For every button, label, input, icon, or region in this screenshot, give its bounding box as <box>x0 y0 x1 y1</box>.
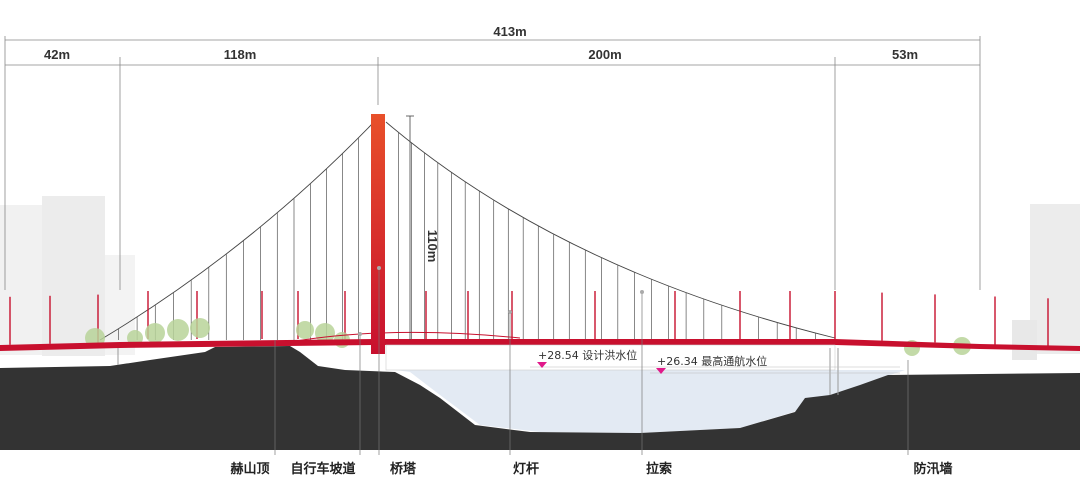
water-level-navigation: +26.34 最高通航水位 <box>650 354 900 374</box>
callout-bike-ramp: 自行车坡道 <box>290 461 355 477</box>
tower-height-indicator <box>406 115 414 340</box>
river-water <box>395 370 905 433</box>
callout-flood-wall: 防汛墙 <box>913 461 952 477</box>
callout-stay-cable: 拉索 <box>646 461 672 477</box>
lamp-posts <box>9 291 1049 347</box>
terrain-ground <box>0 346 1080 450</box>
callout-bridge-tower: 桥塔 <box>390 461 417 477</box>
water-level-navigation-label: +26.34 最高通航水位 <box>657 354 767 368</box>
callout-leaders <box>274 268 909 455</box>
water-level-design-flood: +28.54 设计洪水位 <box>530 348 900 368</box>
callout-dots <box>358 266 644 336</box>
piers <box>117 348 839 395</box>
bridge-tower <box>371 114 385 354</box>
dimension-total: 413m <box>493 24 526 39</box>
bicycle-ramp <box>289 331 521 343</box>
hanger-cables <box>118 132 816 340</box>
tower-height-label: 110m <box>425 230 440 263</box>
dimension-span-1: 42m <box>44 47 70 62</box>
callout-heshan-top: 赫山顶 <box>230 461 269 477</box>
background-buildings <box>0 196 1080 360</box>
dimension-span-2: 118m <box>224 47 257 62</box>
water-level-design-flood-label: +28.54 设计洪水位 <box>538 348 637 362</box>
dimension-span-3: 200m <box>588 47 621 62</box>
dimension-span-4: 53m <box>892 47 918 62</box>
dimension-lines <box>4 36 981 290</box>
main-cables <box>99 121 836 341</box>
trees <box>85 318 971 356</box>
deck-underside <box>385 344 836 371</box>
callout-lamp-post: 灯杆 <box>513 461 539 477</box>
